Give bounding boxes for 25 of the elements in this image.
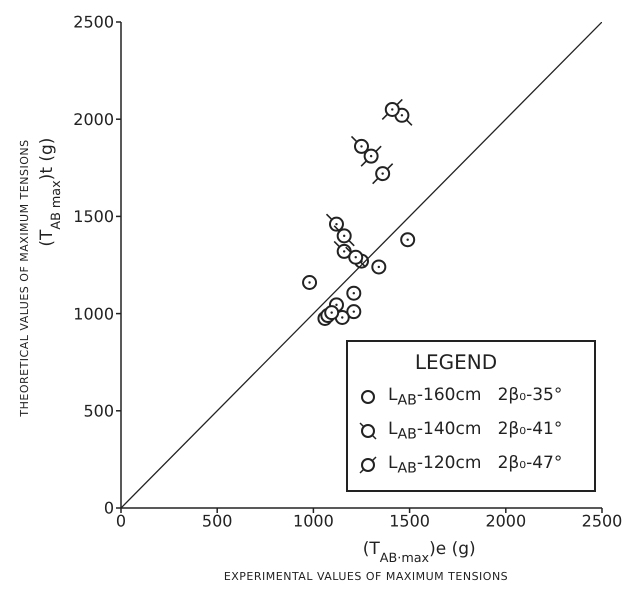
point <box>346 304 362 320</box>
y-tick-label: 500 <box>83 401 114 420</box>
x-tick-label: 2500 <box>582 511 622 530</box>
y-tick-label: 2500 <box>73 12 114 32</box>
point <box>346 286 362 301</box>
point <box>371 259 386 274</box>
point <box>324 305 340 320</box>
point <box>302 274 318 290</box>
x-tick-label: 1500 <box>389 511 430 530</box>
y-tick-label: 1500 <box>73 207 114 226</box>
legend-label: L$_{AB}$-140cm 2β₀-41° <box>388 419 562 443</box>
y-tick-label: 1000 <box>73 304 114 324</box>
legend-label: L$_{AB}$-160cm 2β₀-35° <box>388 385 562 409</box>
x-tick-label: 2000 <box>485 511 526 530</box>
legend-label: L$_{AB}$-120cm 2β₀-47° <box>388 453 562 477</box>
text: THEORETICAL VALUES OF MAXIMUM TENSIONS <box>18 138 31 419</box>
y-tick-label: 2000 <box>73 110 114 129</box>
y-tick-label: 0 <box>104 498 114 518</box>
text: EXPERIMENTAL VALUES OF MAXIMUM TENSIONS <box>222 570 510 583</box>
x-tick-label: 500 <box>202 511 232 530</box>
x-tick-label: 0 <box>116 511 126 530</box>
x-axis-title: (T$_{AB·max}$)e (g) <box>362 539 476 566</box>
x-tick-label: 1000 <box>293 511 334 530</box>
point <box>400 232 416 248</box>
legend-title: LEGEND <box>414 350 498 374</box>
